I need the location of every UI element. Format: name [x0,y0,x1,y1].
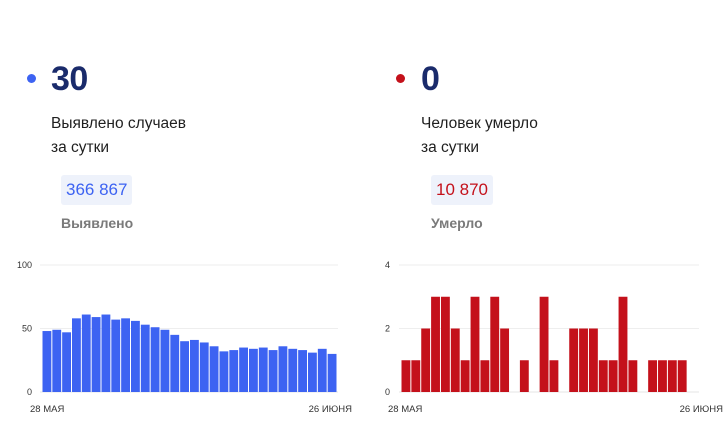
cases-chart-y-tick-label: 0 [27,387,32,397]
deaths-chart-bar [539,296,549,392]
cases-chart-y-tick-label: 100 [17,260,32,270]
deaths-chart-bar [519,360,529,392]
cases-chart-bar [209,346,219,392]
cases-description: Выявлено случаев за сутки [51,112,271,160]
deaths-chart-bar [588,328,598,392]
cases-chart-bar [42,331,52,392]
deaths-chart-x-label-start: 28 МАЯ [388,404,422,415]
cases-panel: 30 Выявлено случаев за сутки 366 867 Выя… [17,60,352,415]
deaths-chart-bar [490,296,500,392]
cases-total-label: Выявлено [61,215,134,231]
deaths-chart-x-label-end: 26 ИЮНЯ [680,404,723,415]
cases-chart-bar [268,350,278,392]
deaths-chart-bar [569,328,579,392]
deaths-chart-bar [470,296,480,392]
cases-description-line1: Выявлено случаев [51,115,186,132]
cases-chart-bar [219,351,229,392]
cases-dot-icon [27,74,36,83]
deaths-total-badge: 10 870 [431,175,493,205]
deaths-chart-bar [450,328,460,392]
cases-total-badge: 366 867 [61,175,133,205]
deaths-chart-bar [500,328,510,392]
deaths-description: Человек умерло за сутки [421,112,641,160]
deaths-chart-y-tick-label: 4 [385,260,390,270]
cases-chart-bar [317,348,327,392]
cases-chart-x-label-end: 26 ИЮНЯ [309,404,352,415]
deaths-chart: 0 2 4 28 МАЯ 26 ИЮНЯ [385,260,723,415]
cases-chart-bar [229,350,239,392]
cases-chart: 0 50 100 28 МАЯ 26 ИЮНЯ [17,260,352,415]
cases-chart-bar [150,327,160,392]
deaths-chart-bar [480,360,490,392]
cases-chart-bar [180,341,189,392]
cases-chart-bar [239,347,248,392]
deaths-chart-y-tick-label: 0 [385,387,390,397]
deaths-chart-bar [460,360,470,392]
deaths-dot-icon [396,74,405,83]
cases-chart-bar [170,334,180,392]
deaths-chart-bar [401,360,411,392]
cases-chart-bar [258,347,268,392]
deaths-chart-bar [579,328,588,392]
deaths-count: 0 [421,60,440,98]
cases-chart-bar [298,350,307,392]
deaths-chart-bar [440,296,450,392]
cases-chart-bar [278,346,288,392]
deaths-chart-bar [677,360,687,392]
cases-count: 30 [51,60,88,98]
cases-chart-bar [111,319,121,392]
deaths-chart-bar [618,296,628,392]
cases-chart-x-label-start: 28 МАЯ [30,404,64,415]
deaths-chart-bar [667,360,677,392]
cases-chart-bar [121,318,130,392]
cases-chart-bar [91,317,101,392]
deaths-panel: 0 Человек умерло за сутки 10 870 Умерло … [363,0,726,422]
cases-chart-y-tick-label: 50 [22,324,32,334]
cases-chart-bar [160,329,170,392]
deaths-description-line1: Человек умерло [421,115,538,132]
cases-chart-bar [288,348,298,392]
deaths-chart-bar [648,360,658,392]
cases-chart-bar [72,318,81,392]
cases-description-line2: за сутки [51,139,110,156]
deaths-chart-bar [431,296,440,392]
deaths-chart-bar [421,328,431,392]
cases-chart-bar [199,342,209,392]
deaths-total-label: Умерло [431,215,483,231]
deaths-chart-y-tick-label: 2 [385,324,390,334]
cases-chart-bar [327,353,337,392]
cases-chart-bar [249,348,258,392]
deaths-chart-bar [549,360,559,392]
deaths-chart-bar [658,360,667,392]
deaths-chart-bar [598,360,608,392]
cases-chart-bar [101,314,111,392]
cases-chart-bar [62,332,71,392]
deaths-chart-bar [608,360,618,392]
cases-chart-bar [81,314,91,392]
deaths-description-line2: за сутки [421,139,480,156]
cases-chart-bar [131,320,140,392]
cases-chart-bar [140,324,150,392]
deaths-chart-bar [411,360,421,392]
cases-chart-bar [52,329,62,392]
deaths-chart-bar [628,360,638,392]
cases-chart-bar [308,352,317,392]
cases-chart-bar [190,339,199,392]
